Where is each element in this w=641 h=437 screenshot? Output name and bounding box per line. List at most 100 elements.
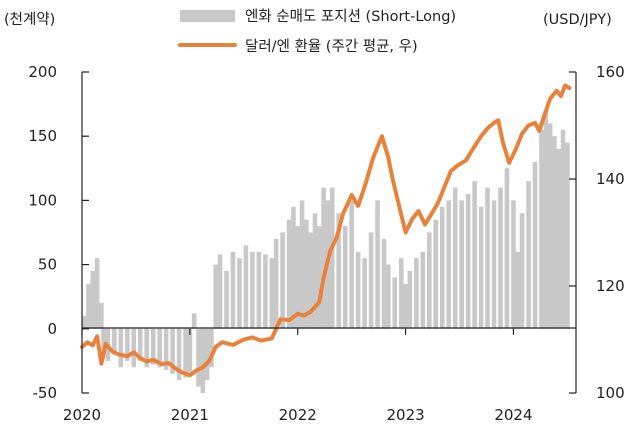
bar-49 [336,213,342,329]
legend-label-line: 달러/엔 환율 (주간 평균, 우) [245,38,418,55]
bar-74 [491,200,497,329]
bar-23 [200,328,206,393]
bar-9 [118,328,124,368]
bar-61 [407,271,413,329]
bar-40 [295,226,301,329]
bar-21 [191,313,197,329]
bar-34 [263,254,268,329]
bar-42 [304,219,309,329]
bar-28 [224,271,229,329]
bar-13 [144,328,150,368]
bar-11 [131,328,137,368]
bar-36 [273,238,279,329]
bar-80 [526,181,531,329]
bar-30 [237,258,242,329]
bar-31 [243,245,249,329]
x-tick-label-3: 2023 [386,406,424,424]
left-tick-label-2: 100 [28,191,57,209]
right-tick-label-2: 120 [596,277,625,295]
bar-52 [355,251,361,329]
bar-1 [86,283,91,329]
bar-35 [269,258,275,329]
bar-68 [452,187,458,329]
bar-86 [556,149,562,329]
bar-79 [519,213,525,329]
left-axis-unit: (천계약) [4,11,55,28]
bar-76 [504,168,510,329]
bar-43 [308,232,313,329]
legend-label-bars: 엔화 순매도 포지션 (Short-Long) [245,8,456,25]
bar-55 [375,200,380,329]
bar-45 [316,226,322,329]
bar-59 [398,258,404,329]
bar-46 [321,187,326,329]
bar-85 [552,136,557,329]
left-tick-label-4: 0 [47,320,57,338]
bar-69 [459,200,464,329]
bar-67 [446,200,452,329]
bar-15 [157,328,162,368]
bar-10 [125,328,130,361]
legend-swatch-bars [180,10,235,22]
bar-50 [342,226,348,329]
bar-38 [286,219,292,329]
left-tick-label-3: 50 [38,256,57,274]
left-tick-labels: 200 150 100 50 0 -50 [28,63,89,402]
bar-56 [381,238,387,329]
x-tick-label-2: 2022 [279,406,317,424]
bar-32 [250,251,255,329]
bar-4 [94,258,100,329]
bar-71 [472,181,477,329]
bar-19 [183,328,188,378]
bar-58 [392,277,398,329]
bar-87 [560,129,566,329]
right-tick-label-3: 100 [596,384,625,402]
x-tick-label-4: 2024 [494,406,532,424]
right-tick-label-1: 140 [596,170,625,188]
bar-72 [478,206,484,329]
bar-44 [312,213,318,329]
legend: 엔화 순매도 포지션 (Short-Long) 달러/엔 환율 (주간 평균, … [178,8,456,55]
bar-53 [362,258,367,329]
bar-81 [532,161,538,329]
x-tick-label-1: 2021 [171,406,209,424]
bar-33 [256,251,262,329]
bar-14 [150,328,156,365]
bar-78 [515,251,521,329]
bar-5 [99,303,104,329]
bar-64 [427,232,432,329]
bar-48 [329,187,335,329]
bar-63 [420,251,426,329]
bar-84 [547,123,553,329]
x-tick-label-0: 2020 [63,406,101,424]
right-axis-unit: (USD/JPY) [543,12,612,28]
bar-66 [439,206,445,329]
bar-54 [368,232,374,329]
bar-39 [291,206,296,329]
bar-16 [163,328,169,370]
bar-65 [433,219,439,329]
bar-82 [539,129,544,329]
bar-88 [565,142,570,329]
bar-62 [414,258,419,329]
bar-12 [137,328,143,361]
bar-57 [386,264,391,329]
bar-51 [349,200,354,329]
bar-22 [196,328,201,387]
bar-8 [112,328,117,355]
right-tick-label-0: 160 [596,63,625,81]
left-tick-label-1: 150 [28,127,57,145]
bar-37 [280,232,285,329]
fx-rate-line [80,83,572,378]
left-tick-label-5: -50 [33,384,58,402]
bar-75 [498,187,503,329]
bar-70 [465,193,471,329]
bar-24 [204,328,210,381]
bar-77 [511,200,516,329]
bar-83 [543,110,549,329]
bar-26 [213,264,219,329]
bar-25 [209,328,214,368]
bar-18 [176,328,182,381]
right-tick-labels: 160 140 120 100 [569,63,625,402]
